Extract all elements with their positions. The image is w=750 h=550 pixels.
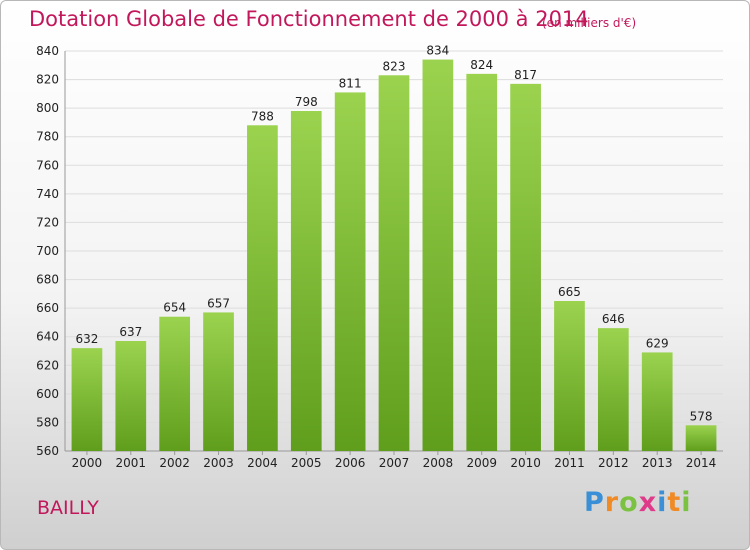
y-tick-label: 840: [36, 44, 59, 58]
x-tick-label: 2002: [159, 456, 190, 470]
y-tick-label: 660: [36, 301, 59, 315]
data-label-2003: 657: [207, 296, 230, 310]
data-label-2001: 637: [119, 325, 142, 339]
logo-letter-6: i: [681, 487, 692, 518]
bar-2010: [510, 83, 541, 451]
x-tick-label: 2009: [466, 456, 497, 470]
data-label-2002: 654: [163, 301, 186, 315]
data-label-2009: 824: [470, 58, 493, 72]
x-tick-label: 2004: [247, 456, 278, 470]
logo-letter-3: x: [638, 487, 658, 518]
bar-2000: [71, 348, 103, 451]
y-tick-label: 700: [36, 244, 59, 258]
logo-letter-1: r: [604, 487, 620, 518]
x-tick-label: 2001: [116, 456, 147, 470]
x-tick-label: 2012: [598, 456, 629, 470]
y-tick-label: 720: [36, 215, 59, 229]
logo-letter-4: i: [657, 487, 668, 518]
bar-2013: [641, 352, 673, 451]
y-tick-label: 600: [36, 387, 59, 401]
chart-unit: (en milliers d'€): [542, 16, 637, 30]
x-tick-label: 2006: [335, 456, 366, 470]
bar-2005: [290, 111, 322, 451]
bar-2006: [334, 92, 366, 451]
y-tick-label: 620: [36, 358, 59, 372]
x-tick-label: 2013: [642, 456, 673, 470]
data-label-2004: 788: [251, 109, 274, 123]
data-label-2006: 811: [339, 76, 362, 90]
data-labels: 632 637 654 657 788 798 811 823 834 824 817 665 646 6…: [75, 44, 712, 424]
y-tick-label: 560: [36, 444, 59, 458]
y-tick-label: 820: [36, 73, 59, 87]
x-tick-label: 2014: [686, 456, 717, 470]
axes: 560 580 600 620 640 660 680 700 720 740 760 780 800 8…: [36, 44, 723, 470]
y-tick-label: 640: [36, 330, 59, 344]
y-tick-label: 760: [36, 158, 59, 172]
y-tick-label: 800: [36, 101, 59, 115]
x-tick-label: 2003: [203, 456, 234, 470]
data-label-2010: 817: [514, 68, 537, 82]
chart-title: Dotation Globale de Fonctionnement de 20…: [29, 7, 589, 31]
logo-letter-0: P: [584, 487, 605, 518]
data-label-2000: 632: [75, 332, 98, 346]
bar-2012: [597, 328, 629, 451]
bar-2009: [466, 73, 498, 451]
x-tick-label: 2008: [423, 456, 454, 470]
bar-2001: [115, 341, 147, 451]
y-tick-label: 580: [36, 415, 59, 429]
bar-2014: [685, 425, 717, 451]
proxiti-logo[interactable]: Proxiti: [584, 487, 692, 518]
y-tick-label: 740: [36, 187, 59, 201]
x-tick-label: 2000: [72, 456, 103, 470]
data-label-2011: 665: [558, 285, 581, 299]
x-tick-label: 2010: [510, 456, 541, 470]
y-tick-label: 680: [36, 273, 59, 287]
data-label-2005: 798: [295, 95, 318, 109]
x-tick-label: 2007: [379, 456, 410, 470]
data-label-2008: 834: [426, 44, 449, 58]
data-label-2012: 646: [602, 312, 625, 326]
data-label-2014: 578: [690, 409, 713, 423]
bar-2004: [247, 125, 278, 452]
bars: [71, 59, 717, 452]
x-tick-label: 2011: [554, 456, 585, 470]
bar-2011: [554, 301, 585, 451]
data-label-2013: 629: [646, 336, 669, 350]
logo-letter-2: o: [619, 487, 639, 518]
bar-2003: [203, 312, 234, 451]
bar-2008: [422, 59, 454, 451]
commune-name: BAILLY: [37, 497, 99, 519]
bar-2007: [378, 75, 410, 452]
x-tick-label: 2005: [291, 456, 322, 470]
bar-2002: [159, 316, 191, 451]
logo-letter-5: t: [667, 487, 682, 518]
data-label-2007: 823: [383, 59, 406, 73]
y-tick-label: 780: [36, 130, 59, 144]
